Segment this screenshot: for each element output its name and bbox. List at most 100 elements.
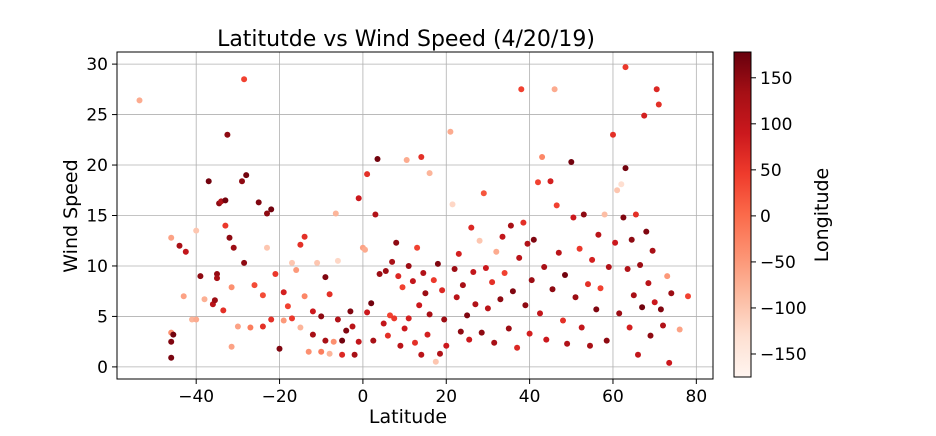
- data-point: [612, 239, 619, 246]
- data-point: [491, 339, 498, 346]
- data-point: [389, 258, 396, 265]
- data-point: [180, 293, 187, 300]
- colorbar-tick-label: 100: [760, 115, 792, 135]
- colorbar-tick-label: 150: [760, 69, 792, 89]
- data-point: [214, 271, 220, 277]
- data-point: [297, 324, 304, 331]
- y-tick-label: 10: [86, 257, 108, 277]
- y-tick-label: 0: [97, 358, 108, 378]
- colorbar-tick-label: 0: [760, 207, 771, 227]
- data-point: [424, 331, 431, 338]
- data-point: [355, 338, 362, 345]
- data-point: [618, 181, 625, 188]
- data-point: [168, 354, 175, 361]
- data-point: [518, 86, 525, 93]
- data-point: [268, 206, 275, 213]
- data-point: [347, 308, 354, 315]
- data-point: [664, 273, 671, 280]
- data-point: [616, 310, 623, 317]
- data-point: [585, 281, 591, 288]
- data-point: [391, 315, 398, 322]
- data-point: [416, 302, 423, 309]
- data-point: [264, 244, 270, 251]
- data-point: [401, 325, 408, 332]
- data-point: [641, 112, 648, 119]
- data-point: [449, 201, 456, 208]
- data-point: [468, 224, 475, 231]
- data-point: [653, 86, 660, 93]
- x-tick-label: 0: [357, 387, 368, 407]
- data-point: [522, 302, 529, 309]
- x-tick-label: 40: [519, 387, 541, 407]
- data-point: [434, 260, 441, 267]
- data-point: [549, 286, 556, 293]
- data-point: [476, 237, 483, 244]
- data-point: [535, 179, 541, 186]
- data-point: [339, 337, 346, 344]
- data-point: [251, 282, 258, 289]
- x-axis: −40 −20 0 20 40 60 80: [178, 379, 707, 407]
- data-point: [551, 86, 558, 93]
- data-point: [382, 268, 389, 274]
- data-point: [499, 233, 506, 240]
- data-point: [201, 296, 208, 303]
- data-point: [560, 317, 566, 324]
- data-point: [576, 245, 583, 252]
- data-point: [414, 244, 421, 251]
- data-point: [334, 257, 341, 264]
- y-tick-label: 5: [97, 307, 108, 327]
- x-tick-label: −20: [262, 387, 298, 407]
- x-tick-label: 80: [686, 387, 708, 407]
- data-point: [520, 219, 527, 226]
- colorbar-ticks: 150 100 50 0 −50 −100 −150: [751, 69, 807, 365]
- data-point: [220, 307, 227, 314]
- data-point: [182, 248, 189, 255]
- data-point: [505, 325, 512, 332]
- data-point: [572, 294, 579, 301]
- data-point: [284, 303, 291, 310]
- data-point: [455, 250, 462, 257]
- data-point: [651, 299, 658, 306]
- x-tick-label: 60: [602, 387, 624, 407]
- data-point: [395, 273, 402, 280]
- data-point: [322, 274, 329, 281]
- data-point: [439, 287, 446, 294]
- data-point: [355, 195, 362, 202]
- data-point: [318, 313, 325, 320]
- data-point: [211, 297, 218, 304]
- data-point: [603, 337, 610, 344]
- data-point: [374, 156, 381, 162]
- data-point: [489, 279, 496, 286]
- data-point: [562, 272, 568, 278]
- data-point: [620, 214, 627, 221]
- data-point: [349, 323, 356, 330]
- data-point: [387, 312, 393, 319]
- data-point: [168, 338, 175, 345]
- colorbar-tick-label: −50: [760, 253, 796, 273]
- data-point: [628, 236, 635, 243]
- data-point: [657, 306, 664, 313]
- data-point: [393, 239, 400, 246]
- data-point: [537, 310, 543, 317]
- data-point: [399, 284, 406, 291]
- colorbar: [733, 51, 752, 378]
- data-point: [301, 293, 308, 300]
- data-point: [384, 332, 391, 339]
- data-point: [168, 234, 175, 241]
- data-point: [380, 320, 387, 327]
- data-point: [430, 277, 437, 284]
- data-point: [214, 275, 220, 282]
- data-point: [397, 342, 404, 349]
- data-point: [624, 266, 631, 272]
- data-point: [422, 290, 429, 297]
- data-point: [526, 330, 533, 337]
- data-point: [589, 256, 596, 263]
- x-tick-label: −40: [178, 387, 214, 407]
- data-point: [222, 197, 229, 204]
- data-point: [241, 259, 248, 266]
- data-point: [297, 241, 304, 248]
- data-point: [230, 244, 237, 251]
- data-point: [441, 316, 448, 323]
- y-tick-label: 20: [86, 156, 108, 176]
- y-tick-label: 30: [86, 55, 108, 75]
